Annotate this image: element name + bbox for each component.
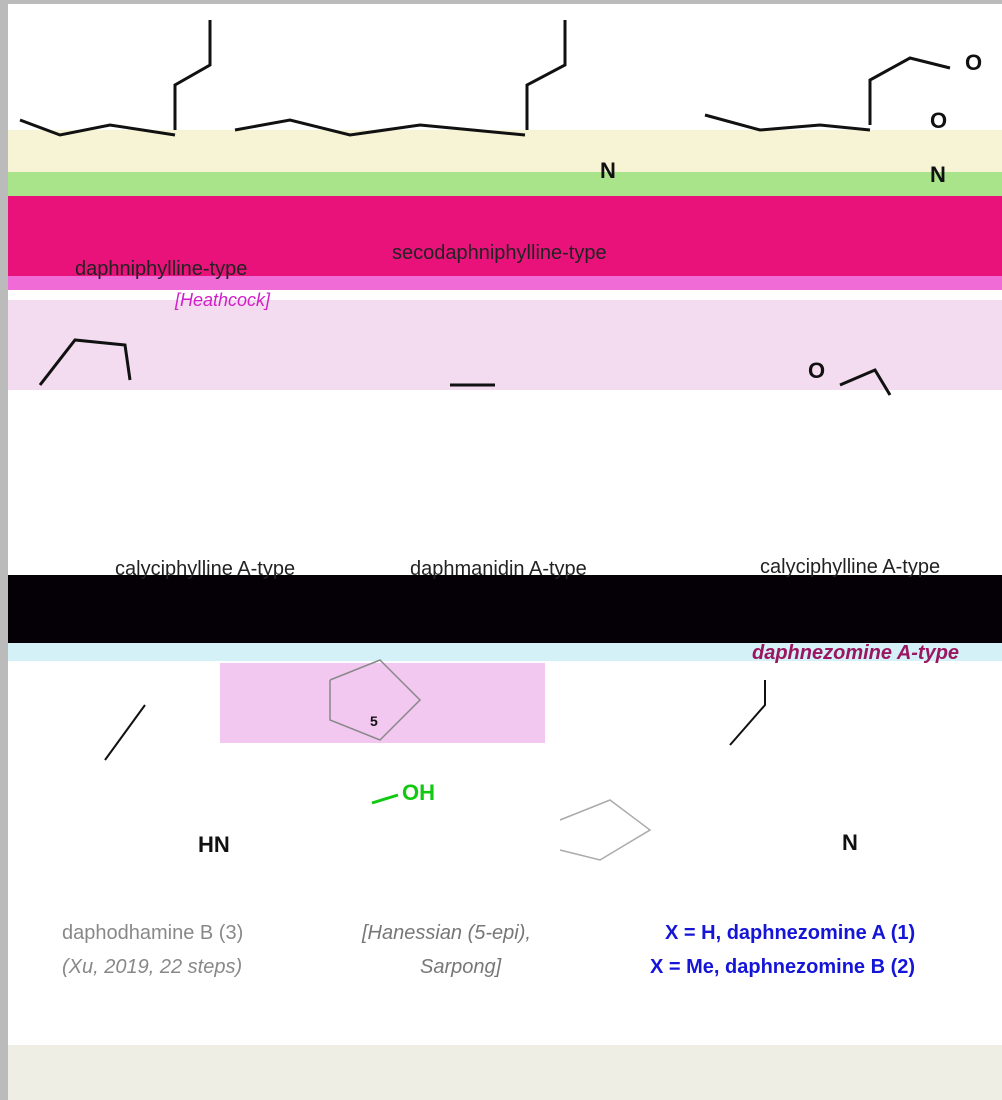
compound-name: X = Me, daphnezomine B (2) — [650, 956, 916, 978]
atom: O — [965, 50, 982, 75]
band-green — [8, 172, 1002, 196]
band-magenta — [8, 196, 1002, 276]
atom: 5 — [370, 713, 378, 729]
type-label: daphnezomine A-type — [752, 642, 960, 664]
bond — [19, 118, 176, 137]
band-black — [8, 575, 1002, 643]
atom: O — [808, 358, 825, 383]
compound-ref: [Hanessian (5-epi), — [362, 922, 531, 944]
type-label: daphmanidin A-type — [410, 558, 587, 580]
bond — [729, 680, 766, 746]
band-pink — [8, 276, 1002, 290]
bond — [868, 56, 951, 125]
atom: O — [930, 108, 947, 133]
atom: N — [600, 158, 616, 183]
compound-ref: Sarpong] — [420, 956, 502, 978]
type-label: secodaphniphylline-type — [392, 242, 607, 264]
atom: HN — [198, 832, 230, 857]
top-border — [8, 0, 1002, 4]
atom: OH — [402, 780, 435, 805]
type-label: calyciphylline A-type — [760, 556, 941, 578]
compound-name: daphodhamine B (3) — [62, 922, 244, 944]
type-label: daphniphylline-type — [75, 258, 248, 280]
band-cyan — [8, 643, 1002, 661]
compound-name: X = H, daphnezomine A (1) — [665, 922, 916, 944]
bond — [704, 113, 871, 132]
reference: [Heathcock] — [175, 290, 271, 310]
compound-ref: (Xu, 2019, 22 steps) — [62, 956, 243, 978]
bond — [38, 338, 132, 386]
bond — [234, 118, 526, 137]
ring — [559, 799, 652, 861]
bond — [104, 704, 146, 761]
bond — [525, 20, 567, 130]
bond — [371, 793, 399, 805]
type-label: calyciphylline A-type — [115, 558, 296, 580]
atom: N — [842, 830, 858, 855]
band-pink-box — [220, 663, 545, 743]
atom: N — [930, 162, 946, 187]
bond — [173, 20, 212, 130]
caption-band — [8, 1045, 1002, 1100]
band-lightpink — [8, 300, 1002, 390]
bond — [839, 368, 892, 396]
left-border — [0, 0, 8, 1100]
ring — [329, 659, 422, 741]
